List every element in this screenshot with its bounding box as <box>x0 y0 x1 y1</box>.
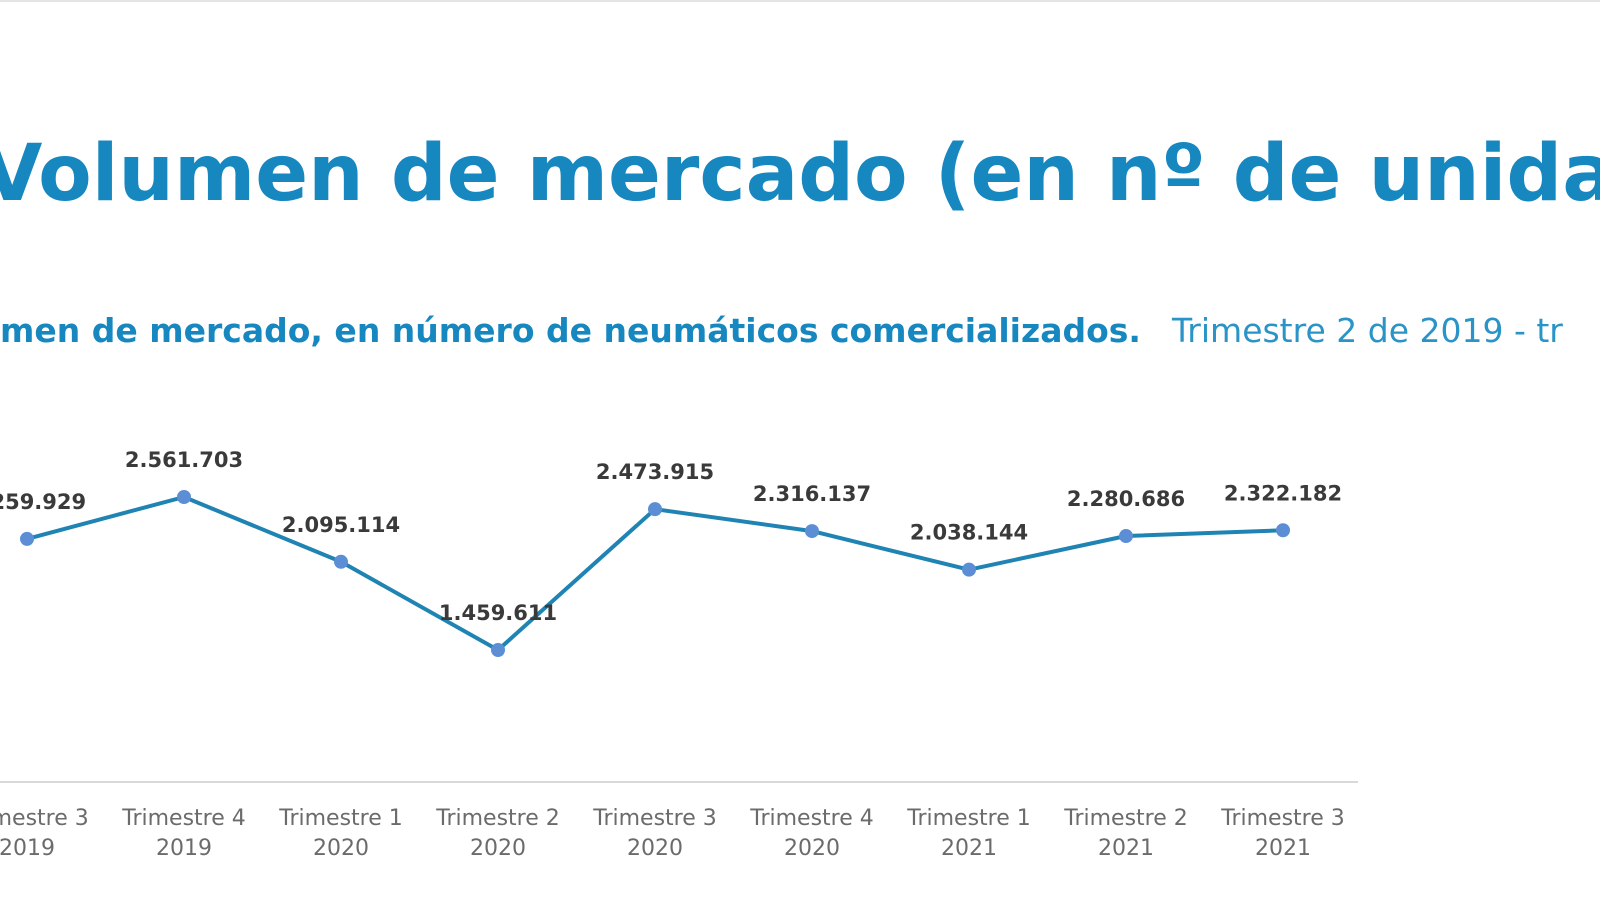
x-tick-label-line: 2021 <box>941 836 997 861</box>
x-tick-label-line: 2021 <box>1255 836 1311 861</box>
x-tick-label: Trimestre 4 2019 <box>121 806 246 861</box>
value-label: 2.259.929 <box>0 490 86 514</box>
chart-title: Volumen de mercado (en nº de unidades d <box>0 129 1600 219</box>
x-tick-label-line: Trimestre 4 <box>749 806 874 831</box>
x-tick-label-line: Trimestre 2 <box>1063 806 1188 831</box>
x-tick-label-line: Trimestre 3 <box>0 806 89 831</box>
point <box>1276 523 1290 538</box>
value-label: 2.316.137 <box>753 482 871 506</box>
x-tick-label-line: 2021 <box>1098 836 1154 861</box>
x-tick-label: Trimestre 2 2020 <box>435 806 560 861</box>
x-tick-label-line: Trimestre 3 <box>1220 806 1345 831</box>
x-tick-label: Trimestre 2 2021 <box>1063 806 1188 861</box>
x-tick-label-line: 2020 <box>313 836 369 861</box>
value-label: 2.280.686 <box>1067 487 1185 511</box>
x-tick-label-line: 2020 <box>470 836 526 861</box>
x-tick-label: Trimestre 1 2021 <box>906 806 1031 861</box>
chart-subtitle: men de mercado, en número de neumáticos … <box>0 311 1141 350</box>
point <box>20 531 34 546</box>
x-tick-label: Trimestre 4 2020 <box>749 806 874 861</box>
x-tick-label-line: 2020 <box>627 836 683 861</box>
value-label: 2.561.703 <box>125 448 243 472</box>
point <box>334 554 348 569</box>
point <box>648 502 662 517</box>
chart-period: Trimestre 2 de 2019 - tr <box>1171 311 1563 350</box>
value-label: 2.095.114 <box>282 513 400 537</box>
x-tick-label-line: Trimestre 3 <box>592 806 717 831</box>
point <box>805 524 819 539</box>
x-tick-label-line: 2019 <box>0 836 55 861</box>
x-tick-label-line: Trimestre 2 <box>435 806 560 831</box>
point <box>1119 529 1133 544</box>
x-tick-label: Trimestre 1 2020 <box>278 806 403 861</box>
x-tick-label-line: Trimestre 1 <box>906 806 1031 831</box>
x-tick-label-line: Trimestre 4 <box>121 806 246 831</box>
value-label: 1.459.611 <box>439 601 557 625</box>
point <box>491 643 505 657</box>
x-tick-label-line: Trimestre 1 <box>278 806 403 831</box>
value-label: 2.473.915 <box>596 460 714 484</box>
point <box>177 490 191 504</box>
x-tick-label: Trimestre 3 2019 <box>0 806 89 861</box>
point <box>962 562 976 577</box>
x-tick-label-line: 2020 <box>784 836 840 861</box>
line-series <box>26 495 1284 652</box>
x-tick-label-line: 2019 <box>156 836 212 861</box>
x-tick-label: Trimestre 3 2020 <box>592 806 717 861</box>
value-label: 2.038.144 <box>910 521 1028 545</box>
value-label: 2.322.182 <box>1224 481 1342 505</box>
x-tick-label: Trimestre 3 2021 <box>1220 806 1345 861</box>
